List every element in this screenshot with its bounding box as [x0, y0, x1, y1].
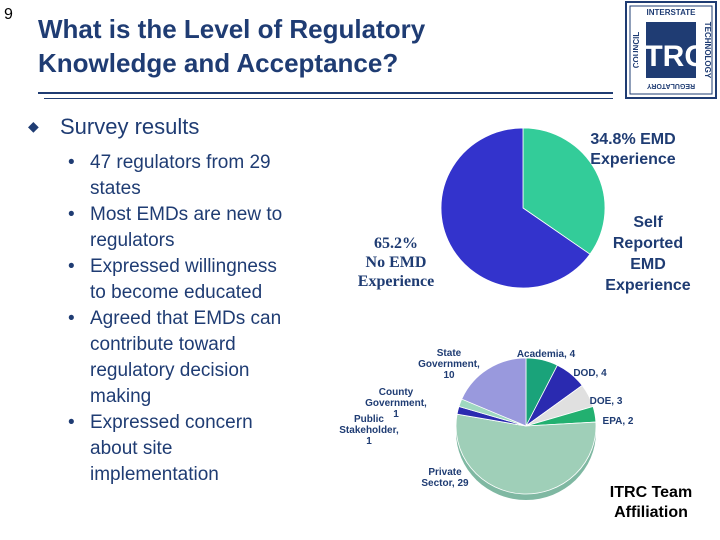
label-line: Experience	[357, 273, 435, 290]
label-line: Experience	[590, 151, 676, 168]
title-line-1: What is the Level of Regulatory	[38, 14, 426, 44]
sub-bullet-line: Expressed concern	[90, 412, 253, 433]
bullet-dot-icon: •	[68, 152, 75, 173]
sub-bullet-line: making	[90, 386, 152, 407]
dod-label: DOD, 4	[573, 368, 607, 379]
self-reported-label: Self Reported EMD Experience	[592, 212, 704, 296]
label-line: 10	[443, 370, 455, 381]
logo-left-text: COUNCIL	[632, 32, 641, 69]
sub-bullet: • Most EMDs are new to regulators	[68, 202, 328, 254]
bullet-dot-icon: •	[68, 204, 75, 225]
pie-slice	[522, 127, 606, 255]
diamond-bullet-icon: ◆	[28, 118, 39, 134]
sub-bullet-line: Agreed that EMDs can	[90, 308, 282, 329]
label-line: Private	[428, 467, 462, 478]
sub-bullet-line: states	[90, 178, 141, 199]
label-line: Public	[353, 414, 384, 425]
label-line: 1	[393, 409, 399, 420]
label-line: 34.8% EMD	[590, 131, 676, 148]
sub-bullet-list: • 47 regulators from 29 states • Most EM…	[68, 150, 328, 488]
sub-bullet-line: Expressed willingness	[90, 256, 277, 277]
bullet-dot-icon: •	[68, 308, 75, 329]
sub-bullet: • Agreed that EMDs can contribute toward…	[68, 306, 328, 410]
state-government-label: State Government, 10	[418, 348, 480, 381]
sub-bullet: • 47 regulators from 29 states	[68, 150, 328, 202]
sub-bullet-line: regulators	[90, 230, 175, 251]
title-divider-thin	[44, 98, 613, 99]
doe-label: DOE, 3	[589, 396, 623, 407]
label-line: EMD	[630, 256, 666, 273]
logo-top-text: INTERSTATE	[646, 8, 696, 17]
label-line: No EMD	[365, 254, 427, 271]
pie-slice	[440, 127, 591, 289]
sub-bullet-line: about site	[90, 438, 173, 459]
sub-bullet-line: regulatory decision	[90, 360, 250, 381]
slide-title: What is the Level of Regulatory Knowledg…	[38, 12, 598, 80]
label-line: Stakeholder,	[339, 425, 399, 436]
no-emd-experience-label: 65.2% No EMD Experience	[336, 234, 456, 291]
logo-right-text: TECHNOLOGY	[703, 22, 712, 79]
public-stakeholder-label: Public Stakeholder, 1	[330, 414, 408, 447]
logo-bottom-text: REGULATORY	[647, 82, 695, 89]
label-line: ITRC Team	[609, 484, 693, 501]
label-line: 1	[366, 436, 372, 447]
sub-bullet-line: to become educated	[90, 282, 263, 303]
emd-experience-label: 34.8% EMD Experience	[578, 130, 688, 170]
label-line: State	[436, 348, 462, 359]
itrc-logo: INTERSTATE REGULATORY COUNCIL TECHNOLOGY…	[625, 1, 717, 99]
label-line: Affiliation	[614, 504, 688, 521]
logo-center-text: ITRC	[636, 40, 706, 73]
county-government-label: County Government, 1	[360, 387, 432, 420]
sub-bullet: • Expressed concern about site implement…	[68, 410, 328, 488]
label-line: Government,	[365, 398, 427, 409]
slide-number: 9	[4, 6, 13, 23]
main-bullet-text: Survey results	[60, 114, 200, 139]
title-line-2: Knowledge and Acceptance?	[38, 48, 399, 78]
label-line: Reported	[612, 235, 684, 252]
label-line: County	[378, 387, 414, 398]
label-line: Experience	[605, 277, 691, 294]
itrc-team-affiliation-pie-chart	[455, 357, 597, 500]
private-sector-label: Private Sector, 29	[412, 467, 478, 489]
emd-experience-pie-chart	[440, 127, 606, 289]
pie-slice	[455, 413, 597, 495]
academia-label: Academia, 4	[516, 349, 576, 360]
sub-bullet-line: implementation	[90, 464, 219, 485]
label-line: Sector, 29	[421, 478, 469, 489]
label-line: Government,	[418, 359, 480, 370]
sub-bullet-line: Most EMDs are new to	[90, 204, 283, 225]
sub-bullet: • Expressed willingness to become educat…	[68, 254, 328, 306]
sub-bullet-line: contribute toward	[90, 334, 236, 355]
label-line: Self	[633, 214, 663, 231]
label-line: 65.2%	[374, 235, 418, 252]
bullet-dot-icon: •	[68, 412, 75, 433]
epa-label: EPA, 2	[602, 416, 634, 427]
bullet-dot-icon: •	[68, 256, 75, 277]
pie-slice	[461, 357, 527, 427]
title-divider	[38, 92, 613, 94]
itrc-team-affiliation-caption: ITRC Team Affiliation	[596, 483, 706, 523]
sub-bullet-line: 47 regulators from 29	[90, 152, 271, 173]
